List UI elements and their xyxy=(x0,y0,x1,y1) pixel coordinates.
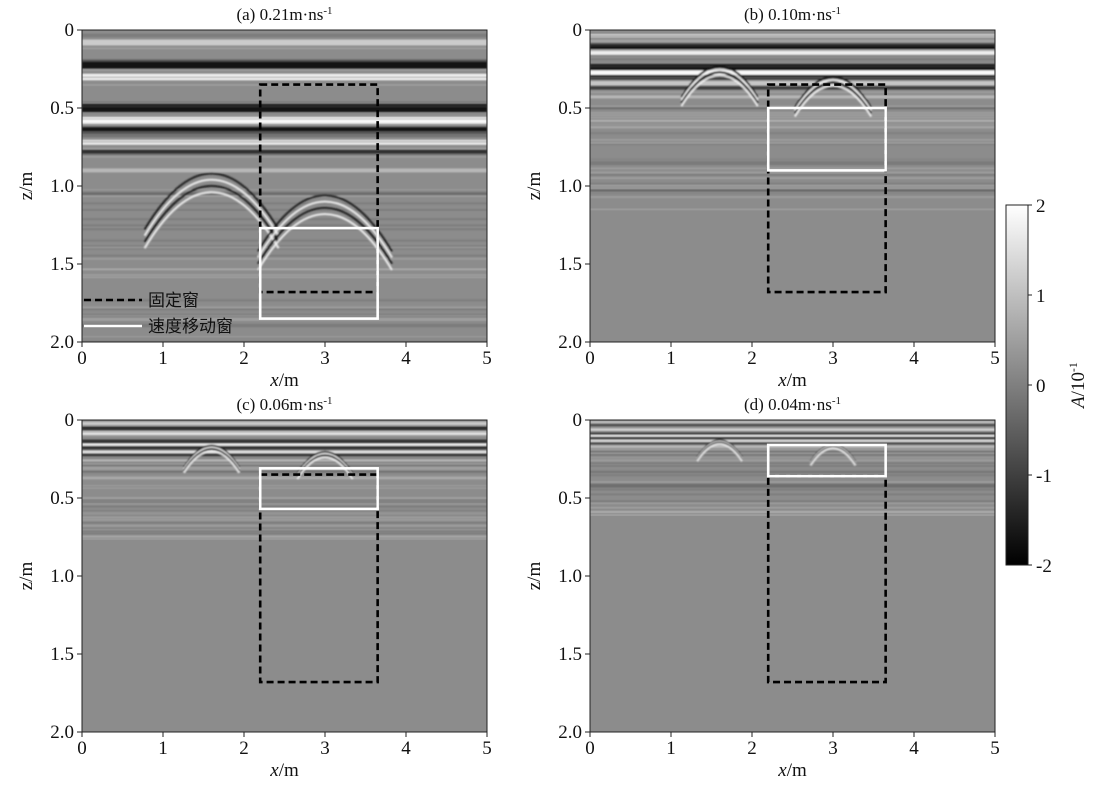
panel-a-ytick-label: 1.0 xyxy=(50,176,74,197)
panel-b-ytick-label: 1.0 xyxy=(558,176,582,197)
panel-c-image xyxy=(82,420,487,732)
panel-d-xtick-label: 2 xyxy=(747,738,757,759)
panel-c-ylabel: z/m xyxy=(16,562,37,591)
panel-a-xtick-label: 4 xyxy=(401,348,411,369)
panel-d-xtick-label: 3 xyxy=(828,738,838,759)
panel-a-xlabel: x/m xyxy=(269,370,299,391)
panel-a: 0 1 2 3 4 5 0 0.5 1.0 1.5 2.0 (a) 0.21m·ns-1 x/m z/m 固… xyxy=(16,5,492,391)
panel-b-xlabel: x/m xyxy=(777,370,807,391)
panel-d-xtick-label: 4 xyxy=(909,738,919,759)
panel-d-ytick-label: 2.0 xyxy=(558,722,582,743)
panel-a-xtick-label: 1 xyxy=(158,348,168,369)
panel-b-xtick-label: 1 xyxy=(666,348,676,369)
panel-c-xtick-label: 5 xyxy=(482,738,492,759)
panel-b-xtick-label: 5 xyxy=(990,348,1000,369)
panel-a-ytick-label: 2.0 xyxy=(50,332,74,353)
panel-c-xtick-label: 0 xyxy=(77,738,87,759)
panel-c-moving-window xyxy=(258,467,379,511)
panel-b-ytick-label: 0 xyxy=(573,20,583,41)
panel-a-image xyxy=(82,30,487,342)
panel-a-ytick-label: 0.5 xyxy=(50,98,74,119)
panel-d-ytick-label: 0 xyxy=(573,410,583,431)
panel-b-xtick-label: 4 xyxy=(909,348,919,369)
colorbar-tick-label: 2 xyxy=(1036,196,1046,217)
panel-c-ytick-label: 2.0 xyxy=(50,722,74,743)
panel-c-ytick-label: 1.0 xyxy=(50,566,74,587)
panel-b-title: (b) 0.10m·ns-1 xyxy=(744,5,841,24)
panel-a-fixed-window xyxy=(258,83,379,294)
panel-d: 0 1 2 3 4 5 0 0.5 1.0 1.5 2.0 (d) 0.04m·ns-1 x/m z/m xyxy=(524,395,1000,781)
panel-a-moving-window xyxy=(258,226,379,320)
panel-b: 0 1 2 3 4 5 0 0.5 1.0 1.5 2.0 (b) 0.10m·ns-1 x/m z/m xyxy=(524,5,1000,391)
colorbar-label: A/10-1 xyxy=(1066,362,1089,410)
panel-c-xtick-label: 1 xyxy=(158,738,168,759)
legend-fixed-window-label: 固定窗 xyxy=(148,291,199,311)
panel-b-ylabel: z/m xyxy=(524,172,545,201)
panel-d-image xyxy=(590,420,995,732)
panel-b-ytick-label: 1.5 xyxy=(558,254,582,275)
panel-d-title: (d) 0.04m·ns-1 xyxy=(744,395,841,414)
panel-c-ytick-label: 0 xyxy=(65,410,75,431)
panel-d-ytick-label: 1.0 xyxy=(558,566,582,587)
panel-c-xtick-label: 4 xyxy=(401,738,411,759)
colorbar-tick-label: 1 xyxy=(1036,286,1046,307)
panel-a-title: (a) 0.21m·ns-1 xyxy=(236,5,332,24)
panel-c-xtick-label: 3 xyxy=(320,738,330,759)
panel-c-xlabel: x/m xyxy=(269,760,299,781)
panel-c-ytick-label: 1.5 xyxy=(50,644,74,665)
panel-d-xtick-label: 1 xyxy=(666,738,676,759)
legend-moving-window-label: 速度移动窗 xyxy=(148,317,233,337)
panel-b-image xyxy=(590,30,995,342)
panel-d-ytick-label: 0.5 xyxy=(558,488,582,509)
panel-a-xtick-label: 5 xyxy=(482,348,492,369)
panel-a-xtick-label: 3 xyxy=(320,348,330,369)
panel-b-ytick-label: 2.0 xyxy=(558,332,582,353)
panel-b-fixed-window xyxy=(766,83,887,294)
panel-b-ytick-label: 0.5 xyxy=(558,98,582,119)
panel-d-xtick-label: 5 xyxy=(990,738,1000,759)
panel-a-ytick-label: 1.5 xyxy=(50,254,74,275)
panel-a-ytick-label: 0 xyxy=(65,20,75,41)
colorbar-gradient xyxy=(1005,204,1029,566)
panel-b-xtick-label: 3 xyxy=(828,348,838,369)
panel-a-xtick-label: 2 xyxy=(239,348,249,369)
panel-d-ylabel: z/m xyxy=(524,562,545,591)
panel-d-moving-window xyxy=(766,443,887,478)
panel-c-title: (c) 0.06m·ns-1 xyxy=(236,395,332,414)
colorbar: 2 1 0 -1 -2 A/10-1 xyxy=(1005,196,1089,577)
panel-c-ytick-label: 0.5 xyxy=(50,488,74,509)
panel-a-ylabel: z/m xyxy=(16,172,37,201)
colorbar-tick-label: -1 xyxy=(1036,466,1052,487)
panel-b-moving-window xyxy=(766,106,887,172)
panel-d-xtick-label: 0 xyxy=(585,738,595,759)
panel-c-xtick-label: 2 xyxy=(239,738,249,759)
panel-c-fixed-window xyxy=(258,473,379,684)
panel-b-xtick-label: 2 xyxy=(747,348,757,369)
colorbar-tick-label: 0 xyxy=(1036,376,1046,397)
panel-a-xtick-label: 0 xyxy=(77,348,87,369)
panel-d-xlabel: x/m xyxy=(777,760,807,781)
panel-b-xtick-label: 0 xyxy=(585,348,595,369)
panel-c: 0 1 2 3 4 5 0 0.5 1.0 1.5 2.0 (c) 0.06m·ns-1 x/m z/m xyxy=(16,395,492,781)
panel-d-ytick-label: 1.5 xyxy=(558,644,582,665)
colorbar-tick-label: -2 xyxy=(1036,556,1052,577)
